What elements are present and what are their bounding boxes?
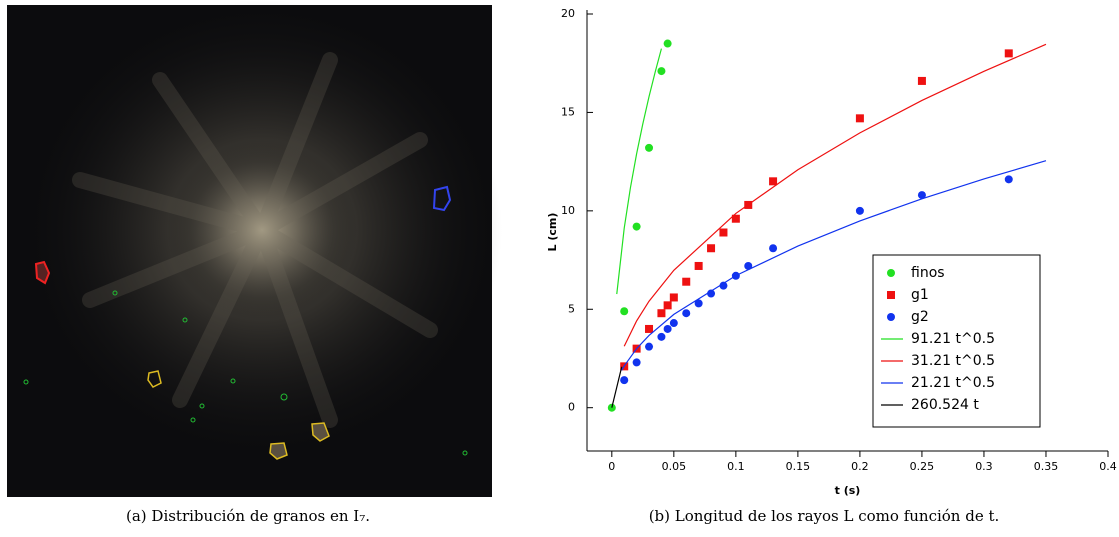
x-tick-label: 0.35	[1034, 460, 1059, 473]
data-point	[744, 261, 753, 270]
legend-label: finos	[911, 265, 945, 281]
data-point	[645, 324, 654, 333]
legend-label: g1	[911, 287, 929, 303]
data-point	[645, 143, 654, 152]
x-tick-label: 0.2	[851, 460, 869, 473]
data-point	[620, 307, 629, 316]
data-point	[657, 67, 666, 76]
data-point	[663, 301, 672, 310]
x-tick-label: 0.05	[662, 460, 687, 473]
legend-swatch	[887, 269, 895, 277]
legend-label: 31.21 t^0.5	[911, 353, 995, 369]
y-tick-label: 20	[561, 7, 575, 20]
y-tick-label: 0	[568, 401, 575, 414]
x-tick-label: 0	[608, 460, 615, 473]
data-point	[1004, 175, 1013, 184]
data-point	[707, 289, 716, 298]
data-point	[632, 358, 641, 367]
data-point	[620, 376, 629, 385]
data-point	[917, 191, 926, 200]
fit-line	[616, 48, 663, 295]
data-point	[663, 39, 672, 48]
data-point	[719, 281, 728, 290]
data-point	[632, 222, 641, 231]
x-tick-label: 0.4	[1099, 460, 1117, 473]
data-point	[657, 332, 666, 341]
data-point	[682, 309, 691, 318]
legend-swatch	[887, 291, 895, 299]
photo	[7, 0, 502, 497]
data-point	[694, 261, 703, 270]
data-point	[645, 342, 654, 351]
data-point	[657, 309, 666, 318]
y-tick-label: 10	[561, 204, 575, 217]
data-point	[719, 228, 728, 237]
chart: 0 5 10 15 20 0 0.05 0.1 0.15 0.2 0.25 0.3 0.35 0.4 t (…	[546, 7, 1117, 497]
x-tick-label: 0.3	[975, 460, 993, 473]
legend-swatch	[887, 313, 895, 321]
data-point	[769, 177, 778, 186]
data-point	[1004, 49, 1013, 58]
legend-label: 21.21 t^0.5	[911, 375, 995, 391]
legend-box	[872, 254, 1041, 428]
x-tick-label: 0.15	[786, 460, 811, 473]
data-point	[855, 206, 864, 215]
fit-line	[621, 160, 1047, 371]
fit-line	[623, 43, 1047, 347]
y-tick-label: 5	[568, 302, 575, 315]
data-point	[707, 244, 716, 253]
data-point	[669, 293, 678, 302]
legend-label: 260.524 t	[911, 397, 979, 413]
caption: (b) Longitud de los rayos L como función…	[649, 507, 1000, 525]
x-tick-label: 0.25	[910, 460, 935, 473]
legend-label: g2	[911, 309, 929, 325]
x-axis-title: t (s)	[835, 484, 861, 497]
x-tick-label: 0.1	[727, 460, 745, 473]
data-point	[694, 299, 703, 308]
data-point	[917, 76, 926, 85]
data-point	[731, 214, 740, 223]
legend-label: 91.21 t^0.5	[911, 331, 995, 347]
data-point	[669, 319, 678, 328]
caption: (a) Distribución de granos en I₇.	[126, 507, 370, 525]
y-tick-label: 15	[561, 105, 575, 118]
data-point	[855, 114, 864, 123]
data-point	[769, 244, 778, 253]
data-point	[663, 324, 672, 333]
y-axis-title: L (cm)	[546, 213, 559, 252]
data-point	[682, 277, 691, 286]
fit-line	[611, 366, 623, 408]
